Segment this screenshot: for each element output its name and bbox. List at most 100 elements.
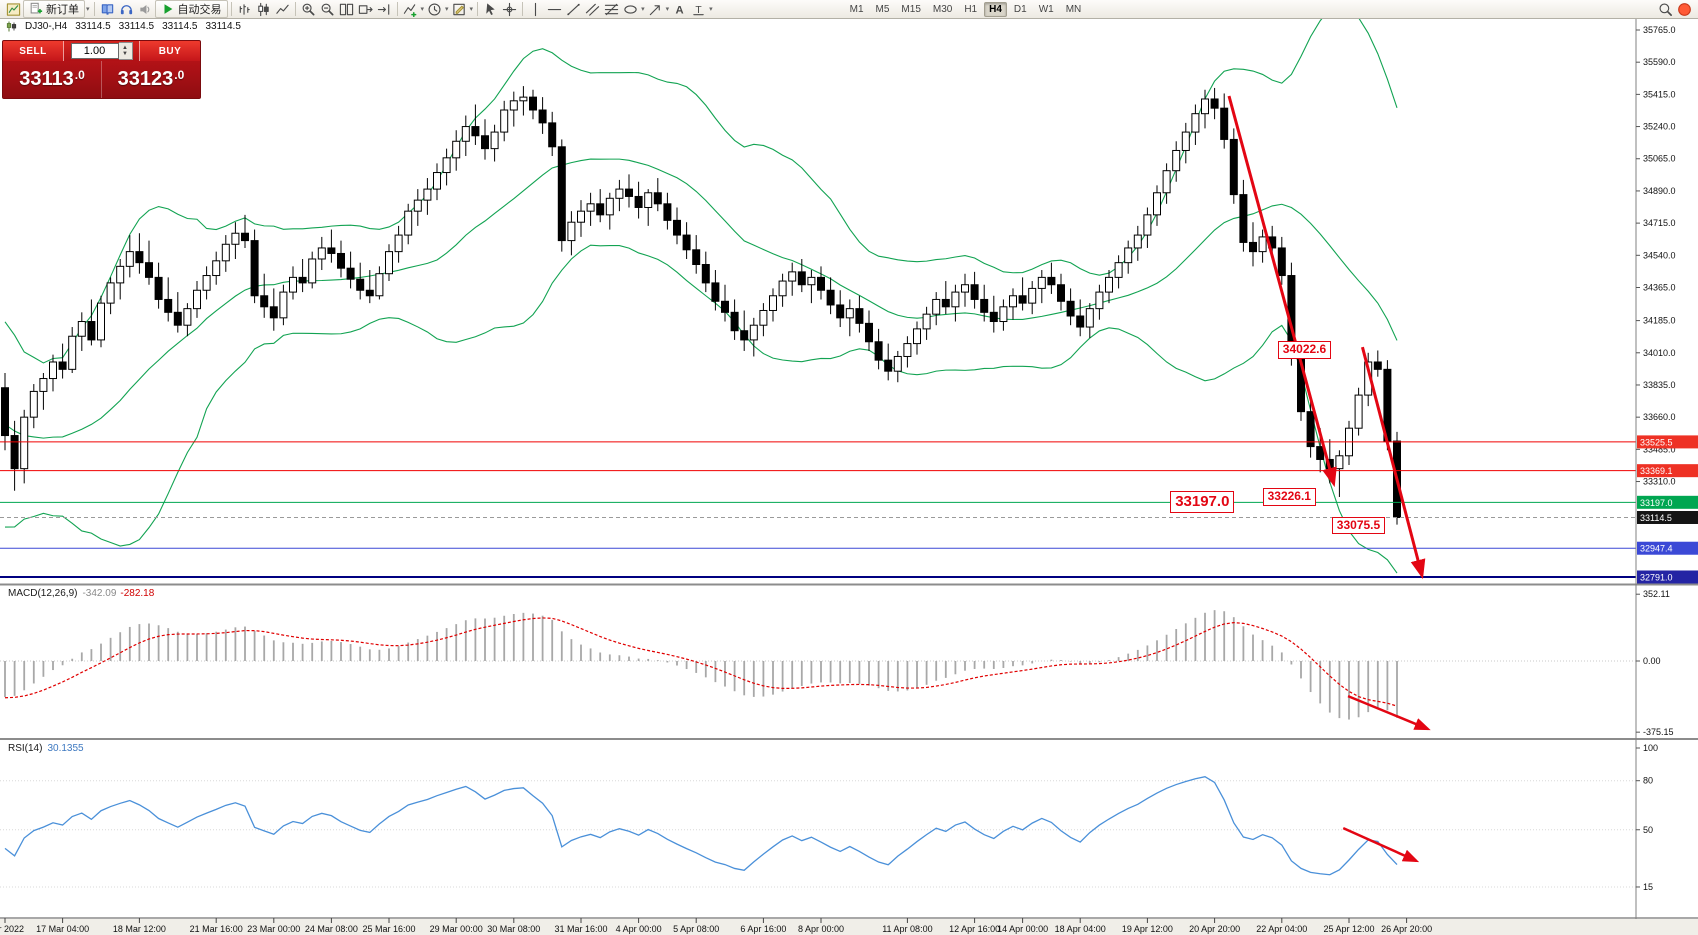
time-axis-label: 17 Mar 04:00: [36, 924, 89, 934]
notification-icon[interactable]: [1675, 1, 1694, 18]
chart-symbol-header: DJ30-,H4 33114.5 33114.5 33114.5 33114.5: [6, 21, 241, 32]
macd-signal-line: [4, 617, 1398, 707]
macd-value-1: -342.09: [82, 588, 117, 599]
price-annotation[interactable]: 33075.5: [1331, 516, 1386, 535]
autotrading-button[interactable]: 自动交易: [154, 0, 228, 18]
bollinger-bands: [4, 19, 1398, 574]
fibonacci-icon[interactable]: [602, 1, 621, 18]
horizontal-price-lines[interactable]: [0, 441, 1636, 578]
timeframe-button-h4[interactable]: H4: [984, 1, 1007, 17]
trend-arrow[interactable]: [1342, 826, 1420, 863]
price-axis-label: 35590.0: [1643, 57, 1676, 67]
candles: [1, 86, 1401, 525]
volume-stepper[interactable]: ▲ ▼: [118, 42, 133, 60]
volume-up-icon[interactable]: ▲: [122, 45, 128, 51]
tile-windows-icon[interactable]: [337, 1, 356, 18]
macd-axis-label: 0.00: [1643, 656, 1661, 666]
channel-icon[interactable]: [583, 1, 602, 18]
support-icon[interactable]: [117, 1, 136, 18]
rsi-panel: [0, 775, 1636, 888]
dropdown-caret-icon[interactable]: ▾: [86, 6, 90, 13]
crosshair-icon[interactable]: [500, 1, 519, 18]
vertical-line-icon[interactable]: [526, 1, 545, 18]
trend-arrow[interactable]: [1347, 694, 1431, 731]
time-axis-label: 29 Mar 00:00: [430, 924, 483, 934]
time-axis: Mar 2022 17 Mar 04:00 18 Mar 12:00 21 Mar 1…: [0, 918, 1432, 934]
timeframe-button-m30[interactable]: M30: [932, 3, 953, 15]
timeframe-button-h1[interactable]: H1: [964, 3, 978, 15]
buy-price[interactable]: 33123.0: [102, 61, 200, 98]
price-line-badge: [1637, 464, 1698, 478]
timeframe-button-m1[interactable]: M1: [849, 3, 864, 15]
zoom-in-icon[interactable]: [299, 1, 318, 18]
horizontal-line-icon[interactable]: [545, 1, 564, 18]
auto-scroll-icon[interactable]: [356, 1, 375, 18]
price-line-badge-text: 33525.5: [1640, 437, 1673, 447]
rsi-indicator-label: RSI(14) 30.1355: [8, 743, 84, 754]
time-axis-label: 4 Apr 00:00: [616, 924, 662, 934]
volume-down-icon[interactable]: ▼: [122, 51, 128, 57]
volume-input[interactable]: [70, 43, 119, 59]
timeframe-button-m15[interactable]: M15: [901, 3, 921, 15]
one-click-trading-panel: SELL ▲ ▼ BUY 33113.0 33123.0: [2, 40, 201, 99]
dropdown-caret-icon[interactable]: ▾: [445, 6, 449, 13]
dropdown-caret-icon[interactable]: ▾: [420, 6, 425, 13]
price-axis-label: 34540.0: [1643, 250, 1676, 260]
sound-icon[interactable]: [136, 1, 155, 18]
trendline-icon[interactable]: [564, 1, 583, 18]
sell-price[interactable]: 33113.0: [3, 61, 102, 98]
time-axis-label: 25 Mar 16:00: [362, 924, 415, 934]
buy-button[interactable]: BUY: [139, 41, 200, 61]
search-icon[interactable]: [1656, 1, 1675, 18]
text-label-icon[interactable]: T: [689, 1, 708, 18]
bar-chart-icon[interactable]: [235, 1, 254, 18]
price-axis-label: 34185.0: [1643, 316, 1676, 326]
price-axis-label: 33660.0: [1643, 412, 1676, 422]
buy-label: BUY: [158, 45, 182, 57]
macd-indicator-label: MACD(12,26,9) -342.09 -282.18: [8, 588, 154, 599]
templates-icon[interactable]: [450, 1, 469, 18]
trend-arrows[interactable]: [1227, 95, 1431, 863]
time-axis-label: 26 Apr 20:00: [1381, 924, 1432, 934]
text-icon[interactable]: A: [670, 1, 689, 18]
timeframe-button-w1[interactable]: W1: [1038, 3, 1054, 15]
time-axis-label: 12 Apr 16:00: [949, 924, 1000, 934]
price-axis-label: 35765.0: [1643, 25, 1676, 35]
timeframe-button-mn[interactable]: MN: [1065, 3, 1082, 15]
trend-arrow[interactable]: [1360, 346, 1426, 580]
timeframe-button-d1[interactable]: D1: [1013, 3, 1027, 15]
chart-window-icon[interactable]: [4, 1, 23, 18]
svg-text:T: T: [695, 4, 702, 15]
sell-button[interactable]: SELL: [3, 41, 64, 61]
trade-widget-price-row: 33113.0 33123.0: [3, 61, 200, 98]
trend-arrow[interactable]: [1227, 95, 1337, 488]
time-axis-label: 19 Apr 12:00: [1122, 924, 1173, 934]
periods-icon[interactable]: [425, 1, 444, 18]
dropdown-caret-icon[interactable]: ▾: [709, 6, 713, 13]
chart-shift-icon[interactable]: [375, 1, 394, 18]
indicators-icon[interactable]: [401, 1, 420, 18]
price-line-badge: [1637, 570, 1698, 584]
line-chart-icon[interactable]: [273, 1, 292, 18]
macd-axis-label: -375.15: [1643, 727, 1674, 737]
cursor-icon[interactable]: [481, 1, 500, 18]
price-axis-label: 35065.0: [1643, 154, 1676, 164]
zoom-out-icon[interactable]: [318, 1, 337, 18]
time-axis-label: 21 Mar 16:00: [190, 924, 243, 934]
price-annotation[interactable]: 33226.1: [1262, 487, 1316, 506]
dropdown-caret-icon[interactable]: ▾: [469, 6, 474, 13]
arrows-icon[interactable]: [646, 1, 665, 18]
market-watch-icon[interactable]: [98, 1, 117, 18]
price-annotation[interactable]: 33197.0: [1170, 491, 1235, 513]
autotrading-button-label: 自动交易: [177, 4, 222, 16]
time-axis-label: 23 Mar 00:00: [247, 924, 300, 934]
new-order-button[interactable]: 新订单: [23, 0, 85, 18]
dropdown-caret-icon[interactable]: ▾: [665, 6, 670, 13]
shapes-icon[interactable]: [621, 1, 640, 18]
ohlc-close: 33114.5: [205, 21, 241, 32]
timeframe-button-m5[interactable]: M5: [875, 3, 890, 15]
candlestick-chart-icon[interactable]: [254, 1, 273, 18]
price-annotation[interactable]: 34022.6: [1277, 341, 1332, 360]
dropdown-caret-icon[interactable]: ▾: [641, 6, 645, 13]
